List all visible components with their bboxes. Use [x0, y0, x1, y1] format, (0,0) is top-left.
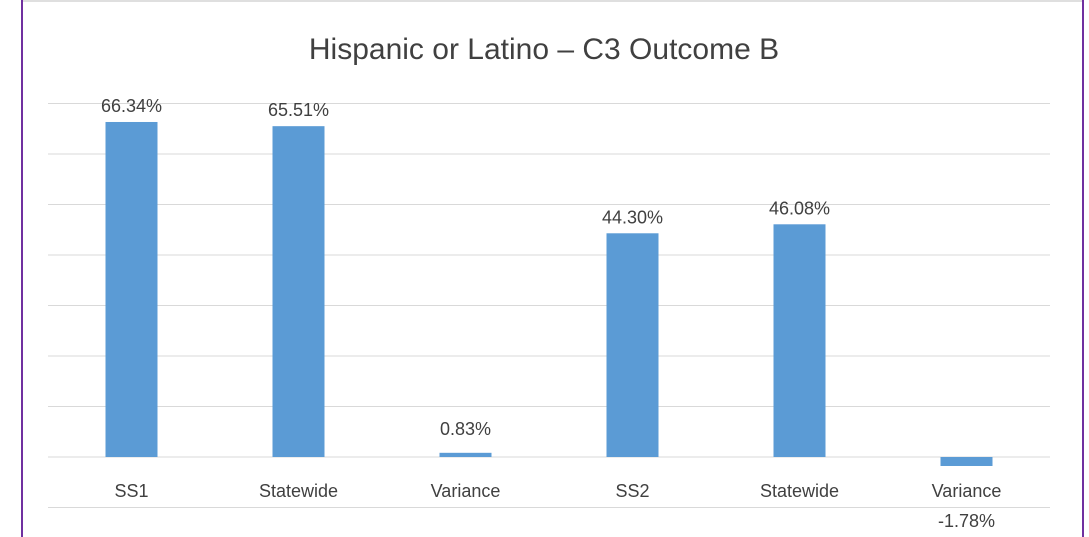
bar [272, 126, 325, 457]
data-labels: 66.34% 65.51% 0.83% 44.30% 46.08% -1.78% [101, 96, 995, 531]
bar [439, 452, 492, 457]
data-label: -1.78% [938, 511, 995, 531]
category-label: SS2 [615, 481, 649, 501]
bar [606, 233, 659, 457]
data-label: 46.08% [769, 198, 830, 218]
data-label: 44.30% [602, 207, 663, 227]
gridlines [48, 103, 1050, 508]
bar [940, 457, 993, 466]
bar [773, 224, 826, 457]
data-label: 65.51% [268, 100, 329, 120]
category-label: Variance [431, 481, 501, 501]
category-label: Variance [932, 481, 1002, 501]
category-label: Statewide [259, 481, 338, 501]
category-label: Statewide [760, 481, 839, 501]
chart-title: Hispanic or Latino – C3 Outcome B [309, 33, 779, 66]
data-label: 0.83% [440, 419, 491, 439]
category-label: SS1 [114, 481, 148, 501]
chart-borders [21, 0, 1084, 537]
bar [105, 121, 158, 457]
data-label: 66.34% [101, 96, 162, 116]
category-labels: SS1 Statewide Variance SS2 Statewide Variance [114, 481, 1001, 501]
bars [105, 121, 993, 466]
